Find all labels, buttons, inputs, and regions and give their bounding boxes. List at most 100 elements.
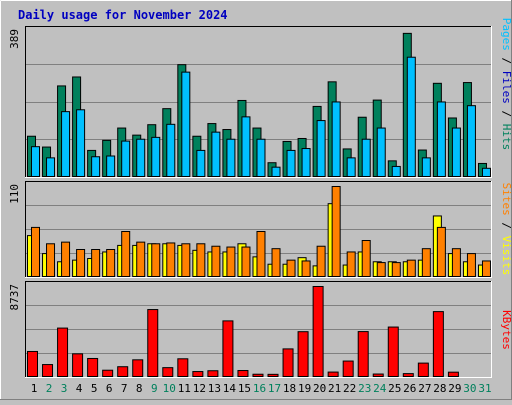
kbytes-bar	[102, 369, 114, 377]
panel-legend: Pages / Files / Hits	[500, 18, 512, 151]
x-tick-label: 6	[106, 382, 113, 395]
x-tick-labels: 1 2 3 4 5 6 7 8 9 10 11 12 13 14 15 16 17 18 19 20 21 22 23 24 2…	[31, 382, 492, 395]
kbytes-bar	[282, 348, 294, 378]
files-bar	[121, 140, 131, 177]
kbytes-bar	[147, 309, 159, 377]
sites-bar	[31, 226, 40, 277]
files-bar	[226, 138, 236, 177]
x-tick-label: 30	[463, 382, 476, 395]
sites-bar	[121, 231, 131, 277]
legend-separator: /	[500, 216, 512, 236]
x-tick-label: 17	[268, 382, 281, 395]
kbytes-bar	[42, 364, 54, 377]
panel-legend: KBytes	[500, 310, 512, 350]
x-tick-label: 14	[223, 382, 237, 395]
sites-bar	[346, 251, 356, 277]
files-bar	[346, 157, 356, 178]
kbytes-bar	[87, 357, 99, 377]
y-max-label: 110	[8, 184, 21, 204]
files-bar	[166, 123, 176, 177]
kbytes-bar	[27, 350, 38, 378]
sites-bar	[241, 246, 251, 278]
kbytes-bar	[177, 358, 189, 378]
sites-bar	[301, 260, 311, 278]
x-tick-label: 26	[403, 382, 416, 395]
files-bar	[451, 127, 461, 178]
legend-item: Visits	[500, 236, 512, 276]
files-bar	[136, 138, 146, 177]
kbytes-bar	[402, 373, 414, 378]
sites-bar	[376, 262, 386, 278]
kbytes-bar	[132, 359, 144, 377]
y-max-labels: 389 110 8737	[8, 29, 21, 311]
sites-bar	[406, 259, 416, 277]
kbytes-bar	[327, 371, 339, 377]
sites-bar	[436, 226, 446, 277]
legend-item: Sites	[500, 183, 512, 216]
files-bar	[46, 157, 56, 178]
files-bar	[256, 138, 266, 177]
files-bar	[76, 109, 86, 177]
files-bar	[406, 56, 416, 177]
bars	[27, 32, 491, 378]
sites-bar	[61, 241, 71, 278]
kbytes-bar	[297, 331, 309, 378]
sites-bar	[256, 231, 266, 277]
x-tick-label: 13	[208, 382, 221, 395]
sites-bar	[316, 245, 326, 278]
files-bar	[91, 156, 101, 177]
y-max-label: 389	[8, 29, 21, 49]
sites-bar	[211, 245, 221, 278]
files-bar	[196, 149, 206, 177]
x-tick-label: 23	[358, 382, 371, 395]
sites-bar	[196, 243, 206, 277]
kbytes-bar	[162, 367, 174, 377]
files-bar	[376, 127, 386, 178]
files-bar	[421, 157, 431, 178]
sites-bar	[391, 262, 401, 278]
x-tick-label: 10	[163, 382, 176, 395]
sites-bar	[286, 259, 296, 277]
sites-bar	[106, 249, 116, 277]
kbytes-bar	[342, 360, 354, 377]
panel-legend: Sites / Visits	[500, 183, 512, 276]
sites-bar	[91, 249, 101, 277]
files-bar	[331, 101, 341, 177]
kbytes-bar	[57, 327, 69, 377]
files-bar	[481, 167, 491, 177]
files-bar	[286, 149, 296, 177]
sites-bar	[271, 248, 281, 278]
kbytes-bar	[222, 320, 234, 378]
x-tick-label: 12	[193, 382, 206, 395]
y-max-label: 8737	[8, 284, 21, 311]
kbytes-bar	[372, 373, 384, 377]
sites-bar	[361, 240, 371, 277]
x-tick-label: 20	[313, 382, 326, 395]
sites-bar	[481, 260, 491, 278]
sites-bar	[226, 246, 236, 278]
sites-bar	[46, 243, 56, 277]
sites-bar	[76, 249, 86, 277]
x-tick-label: 15	[238, 382, 251, 395]
kbytes-bar	[267, 373, 279, 378]
files-bar	[211, 131, 221, 177]
x-tick-label: 9	[151, 382, 158, 395]
x-tick-label: 18	[283, 382, 296, 395]
files-bar	[106, 155, 116, 178]
sites-bar	[181, 243, 191, 277]
files-bar	[316, 120, 326, 177]
kbytes-bar	[357, 331, 369, 377]
x-tick-label: 28	[433, 382, 446, 395]
kbytes-bar	[207, 370, 219, 377]
sites-bar	[421, 248, 431, 278]
sites-bar	[136, 241, 146, 278]
sites-bar	[166, 242, 176, 277]
legend-item: Files	[500, 71, 512, 104]
x-tick-label: 7	[121, 382, 128, 395]
files-bar	[271, 166, 281, 177]
legend-item: Hits	[500, 124, 512, 151]
x-tick-label: 11	[178, 382, 191, 395]
x-tick-label: 19	[298, 382, 311, 395]
kbytes-bar	[447, 371, 459, 378]
